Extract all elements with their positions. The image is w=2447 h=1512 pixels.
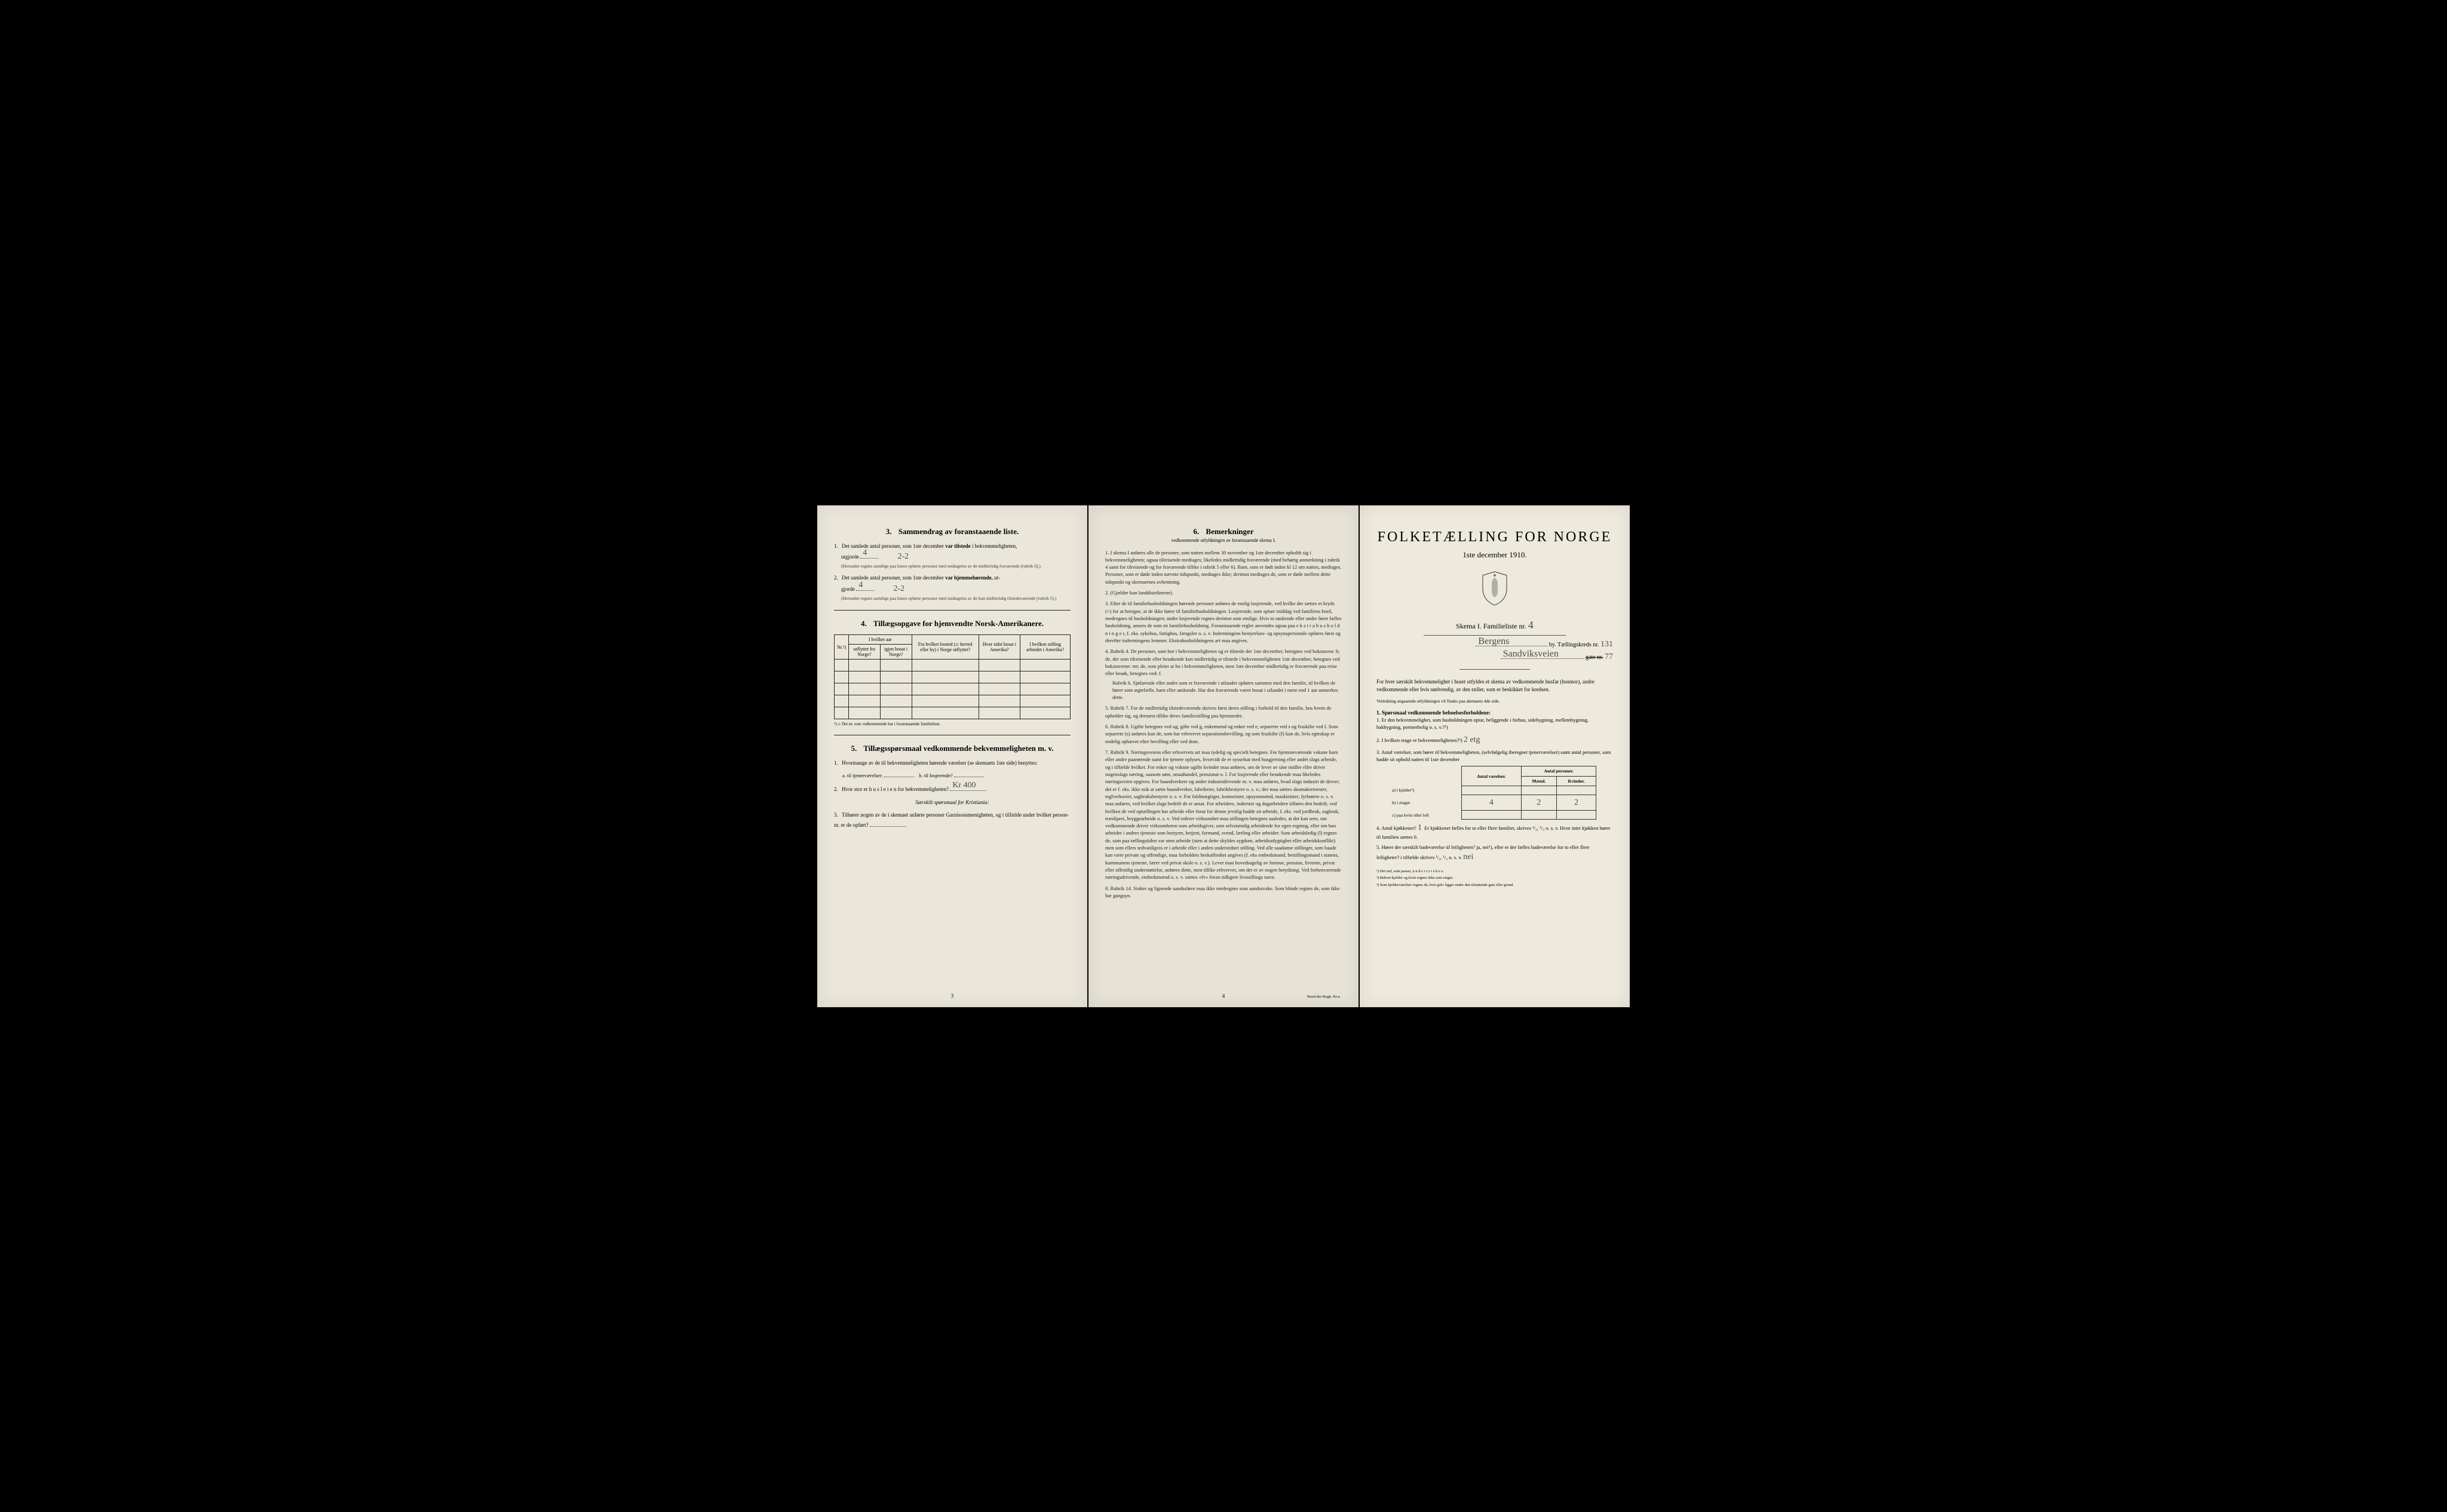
- city-value: Bergens: [1478, 636, 1509, 647]
- husleie-value: Kr 400: [952, 779, 976, 792]
- etager-vaerelser: 4: [1489, 796, 1494, 809]
- bad-value: nei: [1463, 851, 1473, 863]
- section-3-num: 3.: [886, 527, 892, 536]
- census-date: 1ste december 1910.: [1376, 550, 1613, 560]
- q4-kjokken: 4. Antal kjøkkener? 1 Er kjøkkenet fælle…: [1376, 822, 1613, 841]
- gate-value: Sandviksveien: [1503, 649, 1559, 660]
- main-title: FOLKETÆLLING FOR NORGE: [1376, 529, 1613, 545]
- section-6-title: 6. Bemerkninger: [1105, 527, 1342, 536]
- etage-value: 2 etg: [1464, 734, 1480, 746]
- printer-credit: Steen'ske Bogtr. Kr.a.: [1307, 995, 1341, 999]
- bemerkning-item: 1. I skema I anføres alle de personer, s…: [1105, 549, 1342, 586]
- section5-q1: 1. Hvormange av de til bekvemmeligheten …: [834, 759, 1071, 779]
- skema-line: Skema I. Familieliste nr. 4: [1376, 619, 1613, 631]
- etager-maend: 2: [1537, 796, 1541, 809]
- q2-value: 4: [858, 579, 863, 591]
- bemerkninger-body: 1. I skema I anføres alle de personer, s…: [1105, 549, 1342, 900]
- bemerkning-item: 8. Rubrik 14. Sinker og lignende aandssl…: [1105, 885, 1342, 900]
- page-4: 6. Bemerkninger vedkommende utfyldningen…: [1088, 505, 1359, 1007]
- census-document: 3. Sammendrag av foranstaaende liste. 1.…: [817, 505, 1630, 1007]
- etager-kvinder: 2: [1574, 796, 1578, 809]
- kreds-value: 131: [1600, 640, 1613, 649]
- vaerelser-table: Antal værelser. Antal personer. Mænd. Kv…: [1388, 766, 1596, 820]
- section3-q2: 2. Det samlede antal personer, som 1ste …: [834, 574, 1071, 602]
- section5-q2: 2. Hvor stor er h u s l e i e n for bekv…: [834, 784, 1071, 794]
- kristiania-label: Særskilt spørsmaal for Kristiania:: [834, 799, 1071, 807]
- instructions: For hver særskilt bekvemmelighet i huset…: [1376, 678, 1613, 888]
- norway-crest-icon: [1376, 571, 1613, 609]
- bemerkning-item: 2. (Gjælder kun landdistrikterne).: [1105, 589, 1342, 596]
- q1-beboelse: 1. Er den bekvemmelighet, som husholdnin…: [1376, 717, 1613, 731]
- section-4-title: 4. Tillægsopgave for hjemvendte Norsk-Am…: [834, 619, 1071, 628]
- kjokken-value: 1: [1418, 822, 1422, 834]
- bemerkning-item: 7. Rubrik 9. Næringsveiens eller erhverv…: [1105, 749, 1342, 881]
- section-3-title: 3. Sammendrag av foranstaaende liste.: [834, 527, 1071, 536]
- q1-extra: 2-2: [898, 550, 909, 563]
- q2-etage: 2. I hvilken etage er bekvemmeligheten?²…: [1376, 734, 1613, 746]
- city-line: Bergens by. Tællingskreds nr. 131: [1376, 639, 1613, 649]
- page3-footnotes: ¹) Det ord, som passer, u n d e r s t r …: [1376, 869, 1613, 887]
- section-6-subtitle: vedkommende utfyldningen av foranstaaend…: [1105, 538, 1342, 543]
- q1-value: 4: [863, 547, 867, 559]
- section-5-title: 5. Tillægsspørsmaal vedkommende bekvemme…: [834, 744, 1071, 753]
- page-3: 3. Sammendrag av foranstaaende liste. 1.…: [817, 505, 1087, 1007]
- page-1-cover: FOLKETÆLLING FOR NORGE 1ste december 191…: [1360, 505, 1630, 1007]
- section-3-title-text: Sammendrag av foranstaaende liste.: [899, 527, 1019, 536]
- bemerkning-item: 3. Efter de til familiehusholdningen hør…: [1105, 600, 1342, 644]
- q3-vaerelser: 3. Antal værelser, som hører til bekvemm…: [1376, 749, 1613, 763]
- q2-extra: 2-2: [894, 582, 905, 595]
- q5-bad: 5. Hører der særskilt badeværelse til le…: [1376, 844, 1613, 863]
- bemerkning-item: 5. Rubrik 7. For de midlertidig tilstede…: [1105, 704, 1342, 719]
- familieliste-nr: 4: [1528, 619, 1534, 631]
- section4-footnote: ¹) ɔ: Det nr. som vedkommende har i fora…: [834, 722, 1071, 726]
- page-number-4: 4: [1222, 993, 1225, 999]
- section-1-title: 1. Spørsmaal vedkommende beboelsesforhol…: [1376, 709, 1613, 717]
- bemerkning-item: 4. Rubrik 4. De personer, som bor i bekv…: [1105, 648, 1342, 701]
- norsk-amerikanere-table: Nr.¹) I hvilket aar Fra hvilket bosted (…: [834, 634, 1071, 719]
- gate-num: 77: [1605, 652, 1613, 662]
- section5-q3: 3. Tilhører nogen av de i skemaet anført…: [834, 811, 1071, 829]
- section3-q1: 1. Det samlede antal personer, som 1ste …: [834, 542, 1071, 570]
- gate-line: Sandviksveien gate nr. 77: [1376, 652, 1613, 662]
- page-number-3: 3: [951, 993, 954, 999]
- bemerkning-item: 6. Rubrik 8. Ugifte betegnes ved ug, gif…: [1105, 723, 1342, 745]
